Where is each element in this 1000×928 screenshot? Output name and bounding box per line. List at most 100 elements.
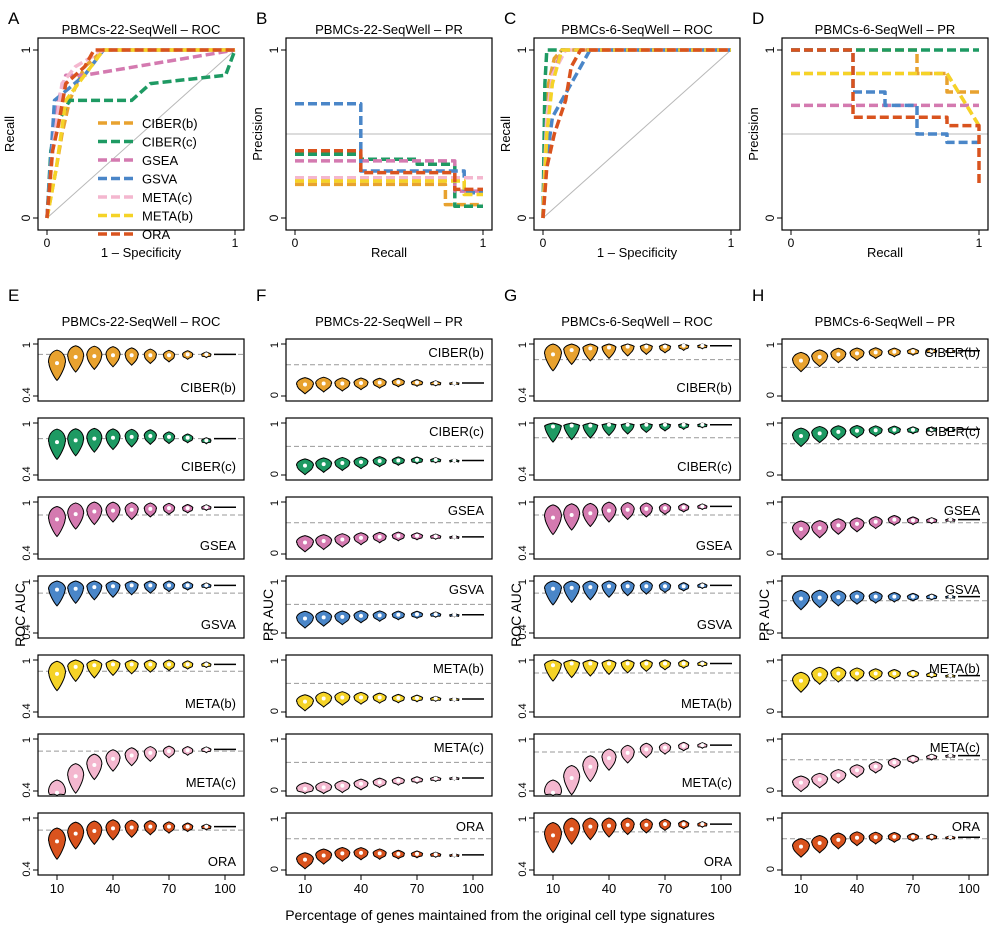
panel-letter-c: C [504,9,516,28]
row-label-ora-g: ORA [704,854,733,869]
violin-gsva-10-e [48,580,66,607]
x-axis-label-c: 1 – Specificity [597,245,678,260]
violin-meta-c-10-g [544,779,562,797]
y-tick-label-h: 1 [765,500,777,506]
row-frame-ciber-b-f [285,338,493,402]
row-frame-gsva-g [533,575,741,639]
x-tick-label-e: 10 [50,881,64,896]
panel-a: A PBMCs-22-SeqWell – ROC 0 1 0 1 1 – Specifici… [2,9,245,260]
median-dot-ciber-b-50-e [129,353,134,358]
y-tick-label-h: 1 [765,737,777,743]
y-tick-label-d: 0 [763,214,777,221]
median-dot-meta-c-70-g [663,745,667,750]
median-dot-ciber-b-10-h [799,358,803,363]
median-dot-gsea-20-e [73,512,78,517]
row-frame-ora-h [781,812,989,876]
x-tick-label-a: 1 [232,236,239,250]
y-tick-label-g: 1 [517,342,529,348]
violin-gsva-50-e [124,580,139,596]
violin-meta-b-20-g [563,659,581,679]
median-dot-ciber-c-80-g [681,422,686,427]
median-dot-ciber-b-30-g [588,346,593,351]
median-dot-meta-c-30-g [588,764,593,769]
y-tick-label-e: 0.4 [21,545,33,560]
median-dot-gsea-20-g [569,513,574,517]
median-dot-meta-c-90-e [204,747,209,752]
row-label-gsea-e: GSEA [200,538,236,553]
violin-meta-b-40-e [105,659,121,677]
legend-label-gsva: GSVA [142,172,177,187]
median-dot-ciber-c-90-e [204,438,209,443]
median-dot-gsva-70-g [663,584,667,589]
legend-label-meta-b: META(b) [142,209,193,224]
violin-row-ciber-c-g: CIBER(c) 1 0.4 [517,417,741,482]
median-dot-gsea-10-e [55,517,59,522]
plot-frame-c [533,37,741,231]
violin-ciber-c-60-g [639,422,653,434]
median-dot-gsea-50-h [873,519,878,524]
violin-row-meta-b-g: META(b) 1 0.4 [517,654,741,719]
median-dot-ciber-b-10-e [55,361,59,366]
violin-row-ora-g: ORA 1 0.4 [517,812,741,877]
row-label-meta-b-e: META(b) [185,696,236,711]
median-dot-ciber-b-60-f [396,379,401,384]
median-dot-meta-b-60-g [644,661,649,666]
panel-title-a: PBMCs-22-SeqWell – ROC [62,22,221,37]
violin-row-gsea-f: GSEA 1 0 [269,496,493,560]
median-dot-ora-40-e [111,826,115,831]
median-dot-ciber-c-70-e [167,434,171,439]
median-dot-ciber-c-20-g [569,423,574,428]
y-tick-label-h: 1 [765,421,777,427]
y-tick-label-f: 0 [269,787,281,793]
x-tick-label-c: 0 [540,236,547,250]
violin-ciber-c-50-g [620,422,635,435]
panel-title-h: PBMCs-6-SeqWell – PR [815,314,956,329]
median-dot-ciber-c-10-h [799,434,803,438]
panel-letter-d: D [752,9,764,28]
median-dot-ora-10-h [799,844,803,849]
median-dot-gsva-20-e [73,586,78,591]
row-label-meta-c-f: META(c) [434,740,484,755]
median-dot-meta-b-60-h [892,671,897,676]
roc-auc-y-axis-label-e: ROC AUC [12,583,28,647]
violin-row-ciber-c-f: CIBER(c) 1 0 [269,417,493,481]
y-tick-label-f: 0 [269,708,281,714]
median-dot-meta-c-10-g [551,790,555,795]
median-dot-meta-c-30-e [92,763,97,767]
violin-gsva-30-e [86,580,103,601]
median-dot-ora-60-h [892,834,897,839]
x-tick-label-b: 1 [480,236,487,250]
median-dot-gsea-60-e [148,506,153,511]
plot-frame-b [285,37,493,231]
violin-ciber-c-40-g [601,422,617,437]
curve-ora-b [295,149,483,192]
violin-gsea-10-g [544,504,562,536]
violin-meta-b-30-e [86,659,103,679]
violin-row-ora-f: ORA 1 0 [269,812,493,876]
y-tick-label-f: 1 [269,342,281,348]
violin-meta-b-10-g [544,659,562,682]
row-label-ora-e: ORA [208,854,237,869]
row-frame-meta-c-e [37,733,245,797]
median-dot-ora-20-h [817,840,822,845]
y-tick-label-e: 0.4 [21,624,33,639]
median-dot-meta-c-90-g [700,743,705,748]
median-dot-meta-c-20-h [817,777,822,782]
median-dot-gsva-10-g [551,586,555,591]
y-axis-label-c: Recall [498,116,513,152]
x-axis-label-a: 1 – Specificity [101,245,182,260]
median-dot-ciber-b-20-h [817,355,822,359]
median-dot-ora-90-h [948,835,953,840]
y-tick-label-e: 0.4 [21,703,33,718]
x-tick-label-f: 10 [298,881,312,896]
violin-ciber-b-20-g [563,343,581,366]
median-dot-gsea-30-e [92,509,97,514]
row-label-meta-b-h: META(b) [929,661,980,676]
median-dot-meta-b-80-e [185,662,190,667]
y-tick-label-f: 1 [269,737,281,743]
median-dot-meta-b-10-f [303,699,307,704]
median-dot-gsea-10-h [799,527,803,532]
median-dot-meta-b-50-g [625,661,630,666]
